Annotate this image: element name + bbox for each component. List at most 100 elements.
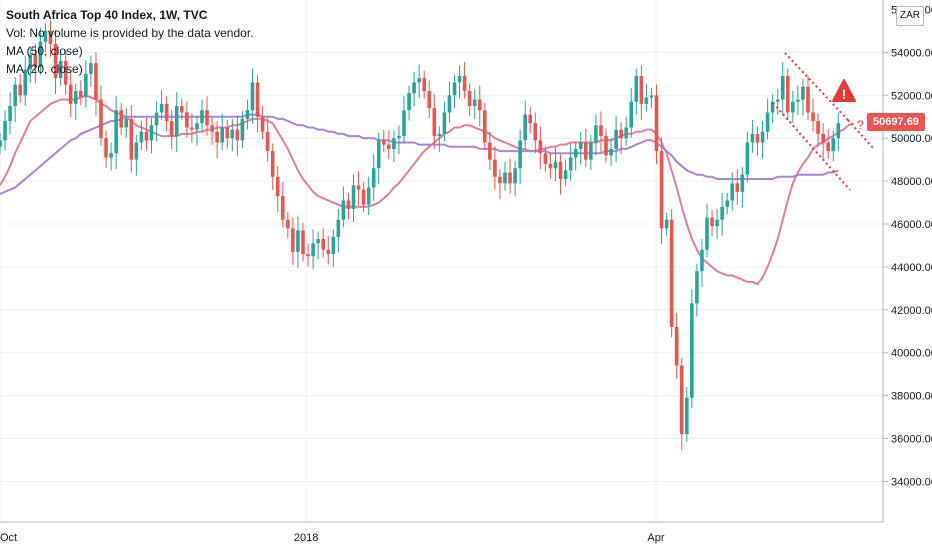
candle xyxy=(447,81,452,123)
candle-body xyxy=(139,131,144,143)
candle xyxy=(23,55,28,106)
candle xyxy=(18,73,22,103)
candle-body xyxy=(649,95,654,98)
candle-body xyxy=(286,219,290,229)
y-tick-label: 34000.00 xyxy=(891,476,932,488)
y-tick-label: 42000.00 xyxy=(891,305,932,317)
candle xyxy=(568,143,573,181)
candle-body xyxy=(18,84,22,96)
candle-body xyxy=(447,95,452,113)
candle xyxy=(528,107,533,134)
candle-body xyxy=(528,114,533,124)
candle-body xyxy=(225,127,230,139)
candle-body xyxy=(301,230,305,255)
candle-body xyxy=(483,110,487,143)
candle xyxy=(700,239,704,288)
candle xyxy=(275,166,280,212)
candle xyxy=(786,68,790,120)
y-tick-label: 48000.00 xyxy=(891,176,932,188)
candle xyxy=(68,70,73,117)
candle xyxy=(548,153,553,179)
candle xyxy=(311,229,315,270)
candle xyxy=(174,92,179,152)
candle-body xyxy=(250,82,255,111)
chart-grid xyxy=(0,0,883,522)
candle xyxy=(0,132,2,155)
y-tick-label: 52000.00 xyxy=(891,90,932,102)
trend-line xyxy=(847,119,875,150)
candle xyxy=(457,65,462,99)
candle xyxy=(200,99,204,131)
legend-ma50[interactable]: MA (50, close) xyxy=(6,44,83,58)
candle-body xyxy=(28,54,33,70)
candle xyxy=(3,110,7,151)
candle-body xyxy=(89,63,93,74)
candle-body xyxy=(270,151,275,177)
candle xyxy=(831,130,836,162)
candle xyxy=(422,70,426,99)
trend-line xyxy=(784,52,849,121)
candle xyxy=(750,119,755,153)
candle-body xyxy=(538,140,543,154)
candle-body xyxy=(427,91,432,109)
candle-body xyxy=(326,249,331,255)
candle-body xyxy=(750,133,755,143)
candle xyxy=(483,102,487,150)
candle xyxy=(366,176,371,215)
candle-body xyxy=(306,254,310,257)
candle xyxy=(513,160,517,197)
candle-body xyxy=(321,239,325,250)
legend-volume: Vol: No volume is provided by the data v… xyxy=(6,26,254,40)
candle-body xyxy=(422,78,426,92)
candle xyxy=(518,129,522,185)
candle-body xyxy=(462,75,467,92)
candle-body xyxy=(604,136,608,156)
y-tick-label: 40000.00 xyxy=(891,348,932,360)
candle-body xyxy=(442,112,447,134)
candle xyxy=(205,96,209,136)
candle xyxy=(73,83,78,120)
candle xyxy=(296,216,300,268)
candle xyxy=(321,228,325,258)
y-tick-label: 38000.00 xyxy=(891,391,932,403)
candle xyxy=(589,134,593,170)
candle xyxy=(634,68,639,115)
candle-body xyxy=(23,69,28,96)
candle-body xyxy=(695,271,699,304)
candle xyxy=(442,101,447,142)
candle-body xyxy=(43,30,48,42)
candle-body xyxy=(48,30,53,44)
candle xyxy=(796,85,800,115)
candle xyxy=(493,145,497,190)
candle xyxy=(402,96,406,144)
legend-title: South Africa Top 40 Index, 1W, TVC xyxy=(6,8,208,22)
y-tick-label: 54000.00 xyxy=(891,47,932,59)
candle xyxy=(154,101,159,142)
candle xyxy=(109,142,113,171)
candle xyxy=(129,104,134,173)
question-mark: ? xyxy=(857,118,864,132)
currency-label[interactable]: ZAR xyxy=(896,6,924,26)
candle xyxy=(760,121,765,159)
candle-body xyxy=(8,106,12,122)
candle-body xyxy=(725,200,729,207)
candle-body xyxy=(558,161,563,179)
candle xyxy=(725,192,729,215)
warning-icon: ! xyxy=(832,79,856,102)
candle-body xyxy=(63,60,68,85)
candle-body xyxy=(573,148,578,158)
candle-body xyxy=(3,121,7,141)
candle-body xyxy=(624,127,628,139)
candle xyxy=(669,208,674,338)
candle-body xyxy=(275,176,280,197)
candle xyxy=(791,91,795,123)
legend-ma20[interactable]: MA (20, close) xyxy=(6,62,83,76)
candle xyxy=(685,387,689,442)
candle xyxy=(780,62,785,116)
candle xyxy=(326,235,331,265)
candle-body xyxy=(836,123,841,139)
candle xyxy=(28,47,33,83)
candle-body xyxy=(740,174,745,192)
candle-body xyxy=(169,121,174,137)
